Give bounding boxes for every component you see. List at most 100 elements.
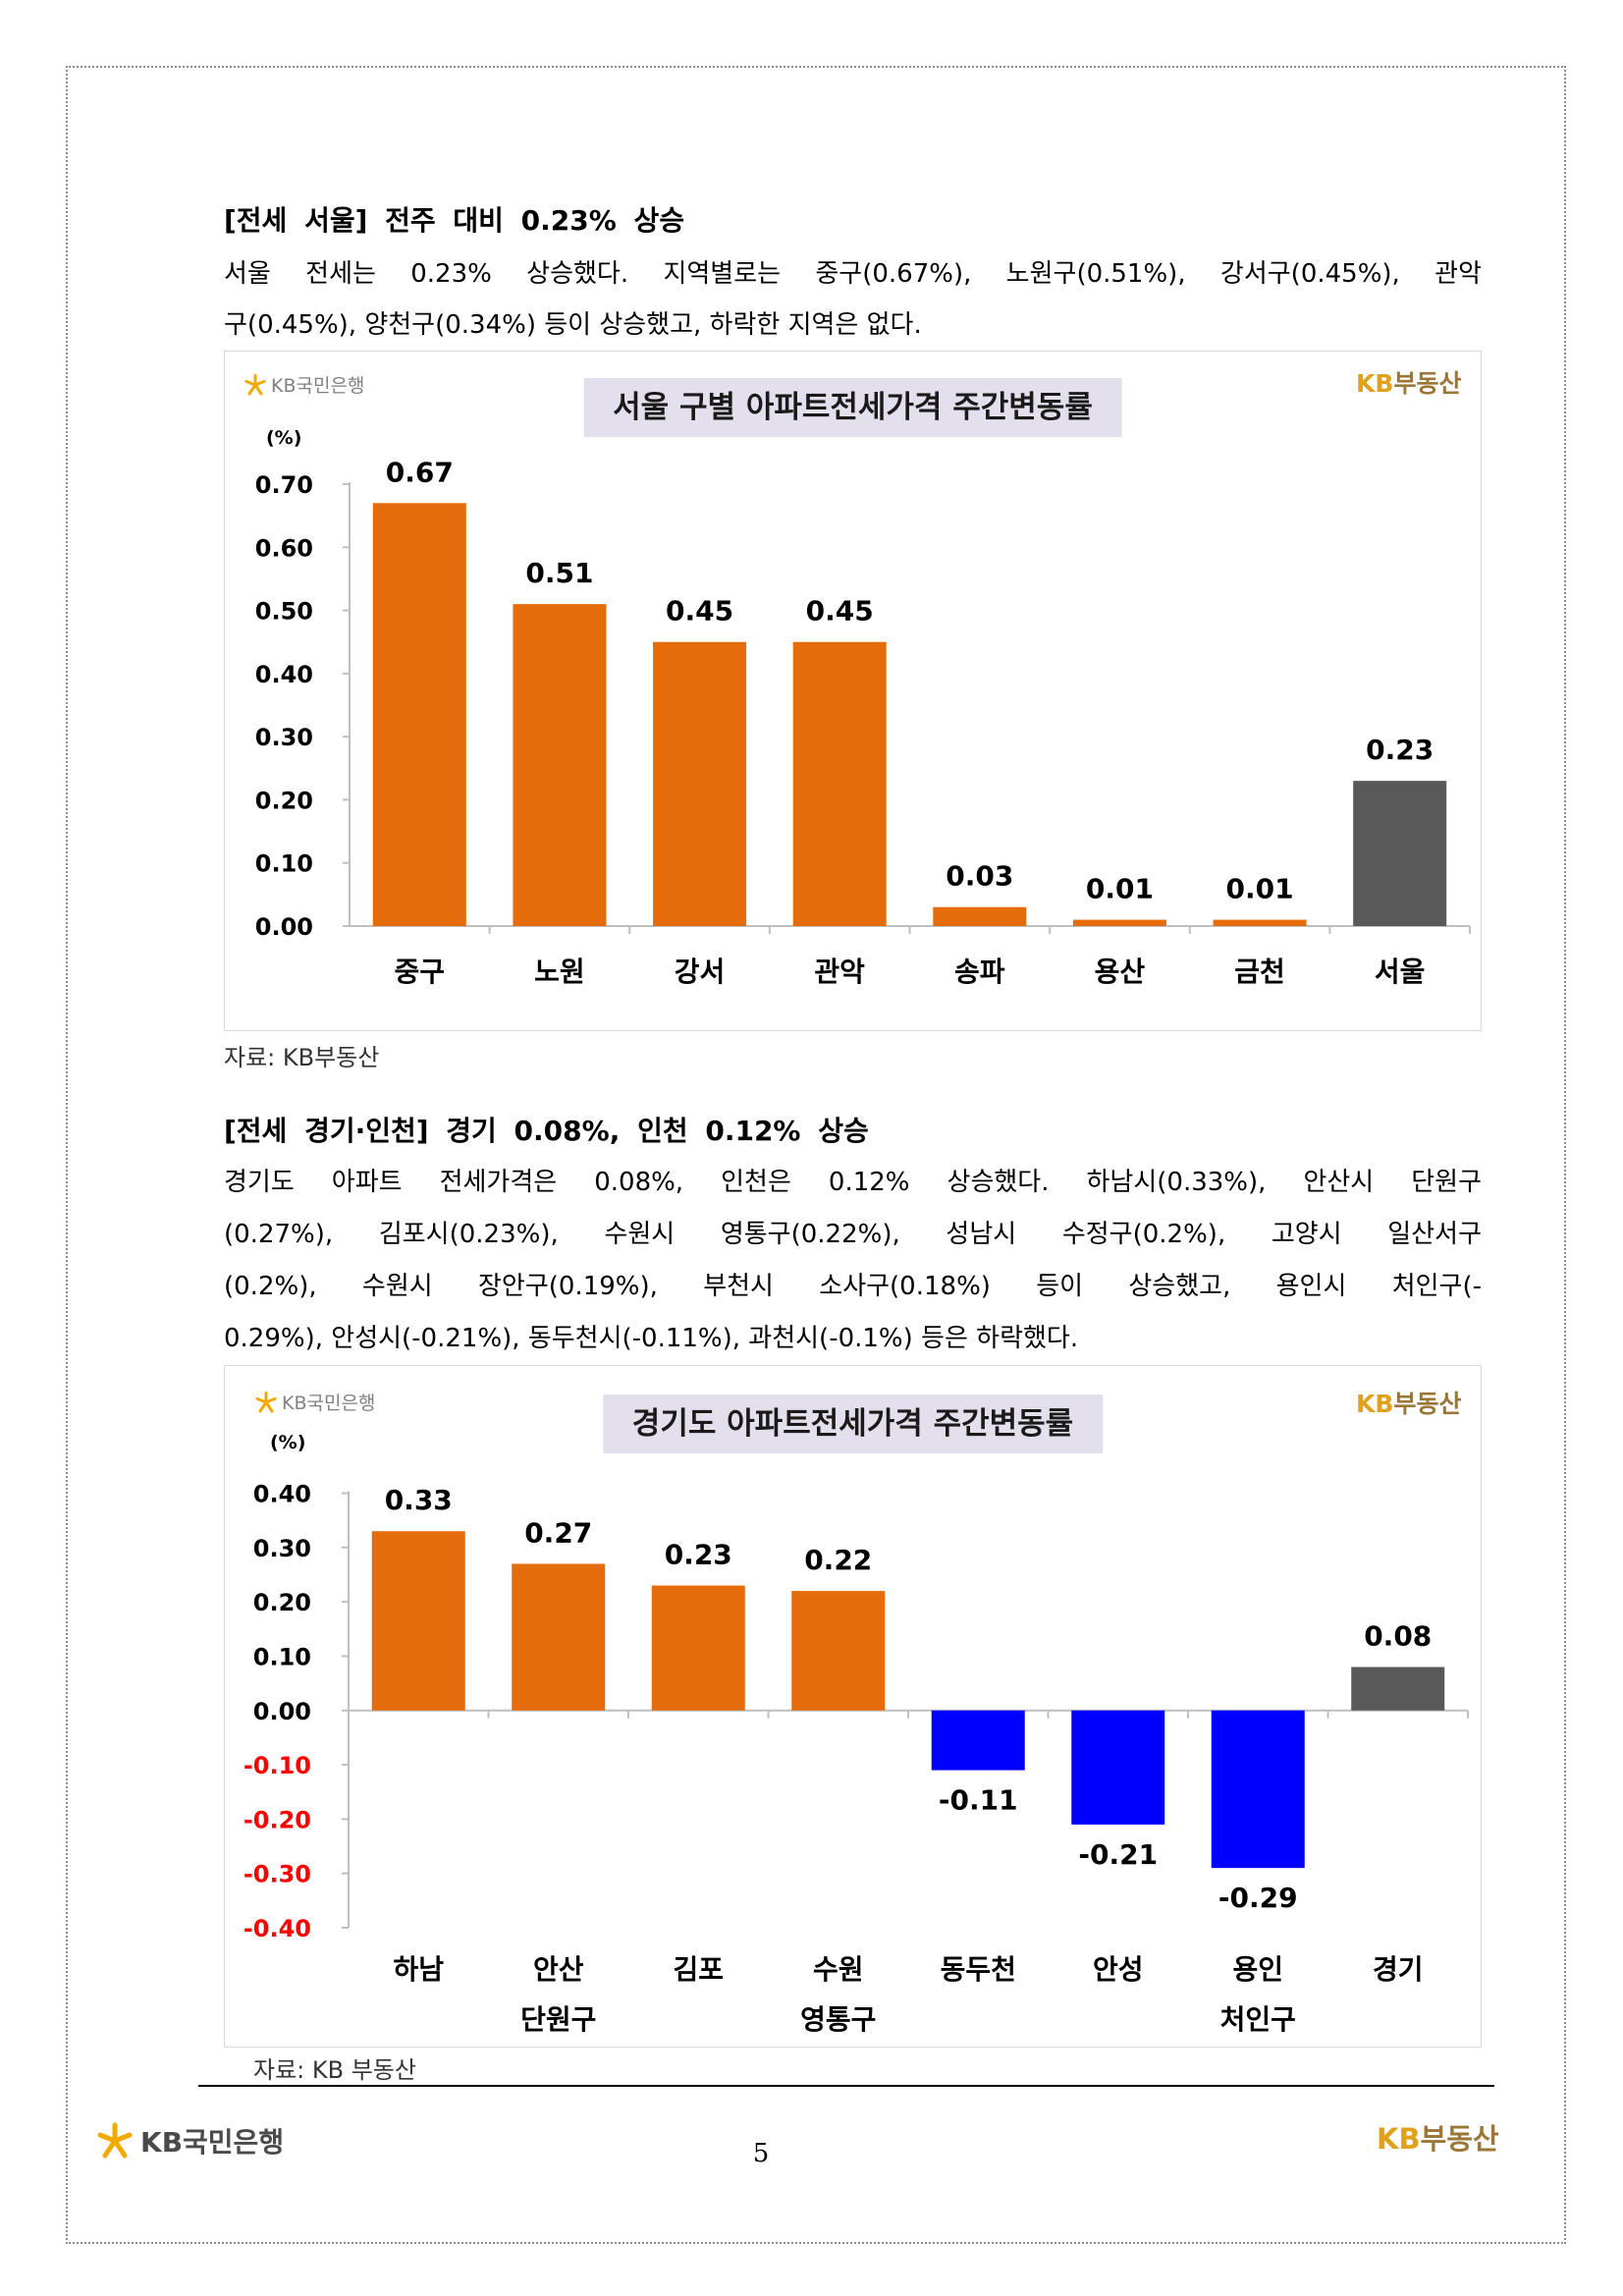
kb-realty-logo: KB부동산 [1356,369,1461,399]
value-label: 0.45 [666,595,733,628]
chart-seoul: KB국민은행 서울 구별 아파트전세가격 주간변동률 KB부동산 (%) 0.0… [224,351,1482,1031]
y-tick-label: -0.30 [243,1861,311,1888]
bar-7 [1211,1710,1305,1869]
bar-4 [791,1591,886,1711]
section-heading-gyeonggi: [전세 경기·인천] 경기 0.08%, 인천 0.12% 상승 [224,1115,869,1147]
body-line: (0.27%), 김포시(0.23%), 수원시 영통구(0.22%), 성남시… [224,1220,1482,1249]
category-label: 서울 [1375,956,1426,988]
category-label: 용산 [1095,956,1146,988]
page-border [66,66,1566,2244]
value-label: 0.03 [946,860,1013,893]
bar-8 [1351,1667,1445,1711]
footer-kb-realty-logo: KB부동산 [1377,2121,1499,2157]
category-label: 동두천 [941,1953,1016,1986]
y-axis-unit-label: (%) [270,1432,305,1453]
bar-1 [372,503,466,926]
value-label: 0.45 [806,595,874,628]
chart-title: 서울 구별 아파트전세가격 주간변동률 [583,378,1122,437]
category-label: 안성 [1093,1953,1144,1986]
y-tick-label: 0.40 [253,1481,311,1508]
bar-2 [513,604,607,926]
y-tick-label: 0.70 [255,471,313,499]
category-label: 수원 [813,1953,864,1986]
kb-bank-logo: KB국민은행 [243,371,364,398]
category-label: 경기 [1373,1953,1424,1986]
value-label: 0.67 [386,456,454,488]
bar-1 [371,1531,465,1711]
bar-3 [653,641,747,926]
category-label: 하남 [393,1953,444,1986]
bar-4 [792,641,887,926]
value-label: 0.23 [1366,734,1434,766]
category-label: 영통구 [800,2003,876,2036]
kb-realty-logo-name: 부동산 [1420,2122,1499,2156]
section-heading-seoul: [전세 서울] 전주 대비 0.23% 상승 [224,204,685,237]
page-number: 5 [752,2139,770,2168]
section-body-gyeonggi: 경기도 아파트 전세가격은 0.08%, 인천은 0.12% 상승했다. 하남시… [224,1157,1482,1365]
kb-bank-logo-text: KB국민은행 [271,375,365,397]
chart-title: 경기도 아파트전세가격 주간변동률 [602,1394,1104,1453]
category-label: 단원구 [520,2003,596,2036]
y-tick-label: 0.60 [255,534,313,562]
body-line: 구(0.45%), 양천구(0.34%) 등이 상승했고, 하락한 지역은 없다… [224,310,922,340]
kb-bank-logo: KB국민은행 [254,1389,375,1415]
bar-2 [512,1563,606,1711]
body-line: 0.29%), 안성시(-0.21%), 동두천시(-0.11%), 과천시(-… [224,1324,1079,1353]
y-tick-label: 0.30 [253,1535,311,1562]
y-tick-label: 0.10 [253,1643,311,1670]
category-label: 처인구 [1220,2003,1296,2036]
category-label: 송파 [954,956,1005,988]
kb-realty-logo-name: 부동산 [1393,1390,1462,1418]
chart-gyeonggi-plot: (%) -0.40 -0.30 -0.20 -0.10 0.00 0.10 0.20 0.30… [243,1432,1469,2036]
y-tick-label: 0.20 [255,787,313,814]
category-label: 김포 [673,1953,724,1986]
kb-bank-logo-text: KB국민은행 [282,1393,376,1414]
value-label: -0.29 [1218,1882,1298,1914]
y-tick-label: -0.10 [243,1752,311,1779]
bar-8 [1353,781,1447,926]
bar-7 [1213,919,1307,926]
y-tick-label: 0.00 [253,1698,311,1725]
chart-source-seoul: 자료: KB부동산 [224,1044,380,1071]
bar-6 [1072,919,1166,926]
category-label: 중구 [395,956,446,988]
y-tick-label: -0.40 [243,1915,311,1942]
kb-realty-logo-name: 부동산 [1393,369,1462,398]
bar-5 [931,1710,1025,1771]
category-label: 용인 [1232,1953,1283,1986]
value-label: 0.01 [1086,873,1154,905]
body-line: (0.2%), 수원시 장안구(0.19%), 부천시 소사구(0.18%) 등… [224,1272,1482,1301]
y-tick-label: 0.00 [255,913,313,941]
section-body-seoul: 서울 전세는 0.23% 상승했다. 지역별로는 중구(0.67%), 노원구(… [224,248,1482,351]
y-tick-label: 0.30 [255,724,313,751]
category-label: 안산 [533,1953,584,1986]
kb-star-icon [255,1391,277,1412]
kb-star-icon [97,2122,133,2159]
kb-realty-logo: KB부동산 [1356,1390,1461,1419]
footer-bank-logo-text: KB국민은행 [140,2126,285,2159]
value-label: 0.22 [804,1544,872,1576]
category-label: 관악 [814,956,865,988]
kb-star-icon [244,373,266,395]
chart-gyeonggi: KB국민은행 경기도 아파트전세가격 주간변동률 KB부동산 (%) -0.40… [224,1365,1482,2048]
category-label: 노원 [534,956,585,988]
kb-realty-logo-kb: KB [1356,1390,1394,1418]
value-label: 0.08 [1364,1620,1432,1653]
value-label: 0.51 [525,557,593,589]
chart-source-gyeonggi: 자료: KB 부동산 [253,2056,416,2084]
value-label: -0.11 [939,1784,1018,1817]
kb-realty-logo-kb: KB [1377,2122,1421,2156]
value-label: 0.23 [665,1539,732,1571]
y-tick-label: 0.20 [253,1589,311,1616]
bar-6 [1071,1710,1165,1825]
chart-seoul-plot: (%) 0.00 0.10 0.20 0.30 0.40 0.50 0.60 0.70 0.67… [255,427,1471,988]
body-line: 경기도 아파트 전세가격은 0.08%, 인천은 0.12% 상승했다. 하남시… [224,1168,1482,1197]
y-axis-unit-label: (%) [266,427,301,449]
kb-realty-logo-kb: KB [1356,369,1394,398]
y-tick-label: -0.20 [243,1806,311,1833]
bar-3 [651,1585,745,1711]
value-label: 0.27 [524,1516,592,1549]
value-label: 0.33 [385,1484,453,1516]
category-label: 금천 [1234,956,1285,988]
footer-kb-bank-logo: KB국민은행 [95,2121,284,2160]
